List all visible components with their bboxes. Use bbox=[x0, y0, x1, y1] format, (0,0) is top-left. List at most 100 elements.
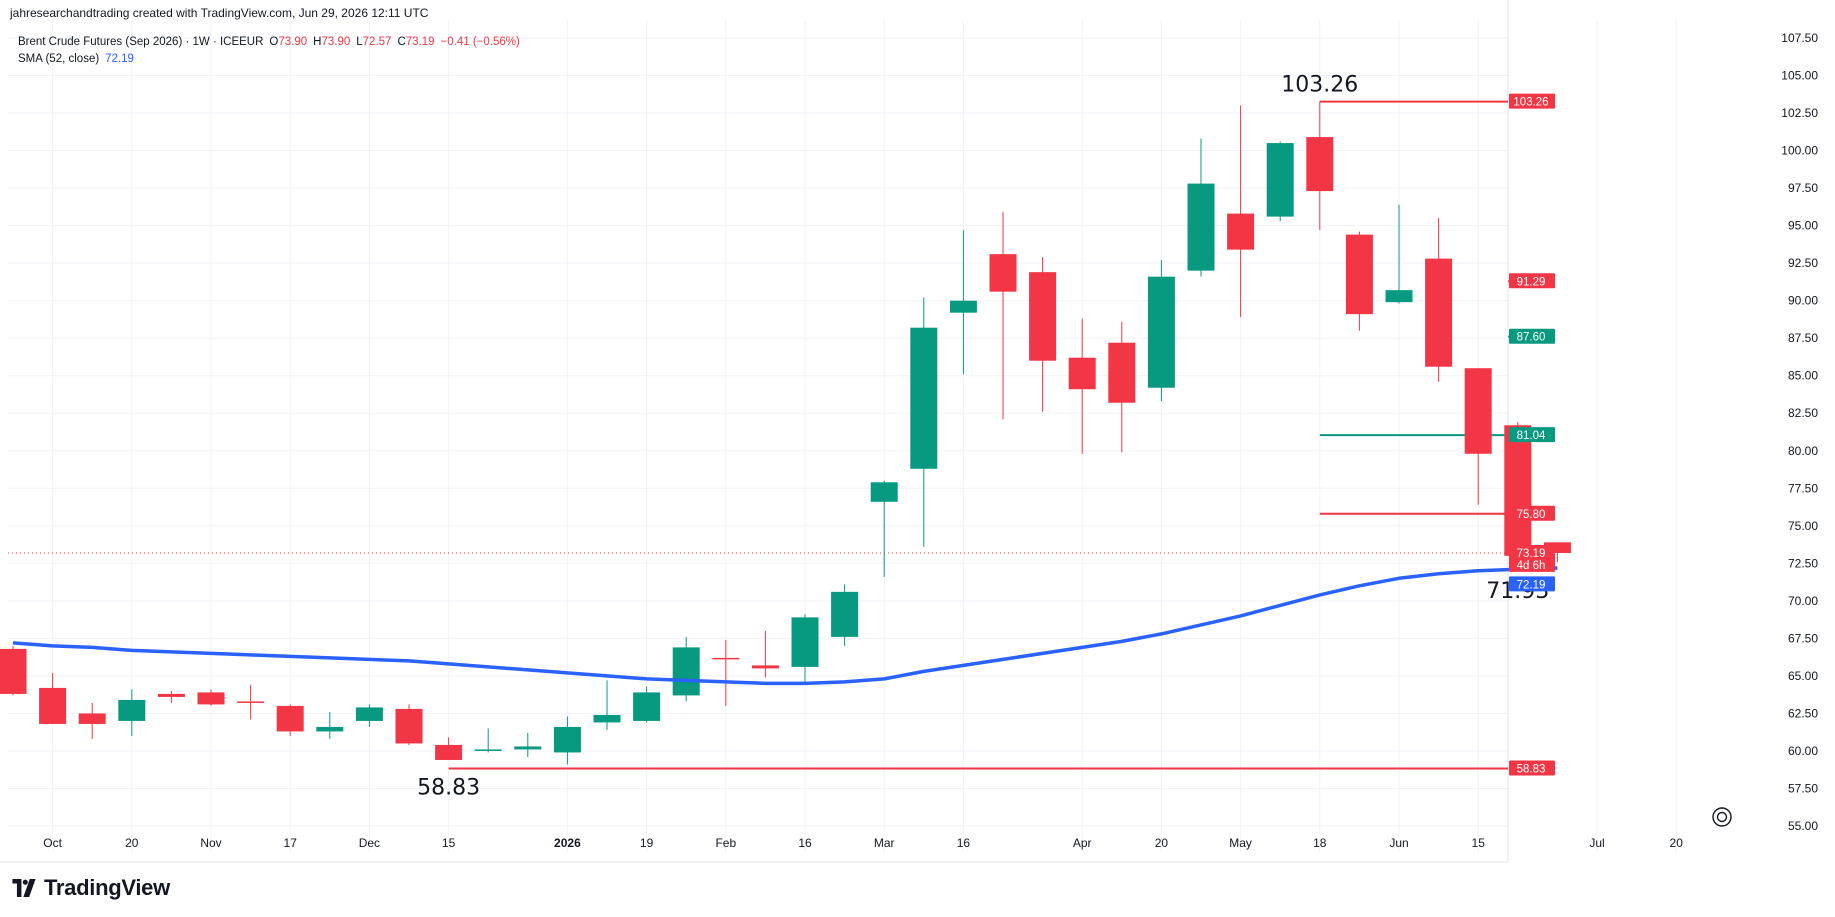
candle-body bbox=[910, 327, 938, 469]
level-tag-81.04-text: 81.04 bbox=[1517, 430, 1546, 442]
tradingview-brand[interactable]: TradingView bbox=[10, 875, 170, 901]
candle bbox=[1108, 321, 1136, 453]
high-label: H bbox=[313, 36, 322, 48]
price-axis: 55.00 57.50 60.00 62.50 65.00 67.50 70.00 72.50… bbox=[1781, 31, 1818, 833]
candle-body bbox=[237, 701, 265, 703]
y-tick-label: 67.50 bbox=[1788, 631, 1818, 645]
candle bbox=[989, 212, 1017, 420]
candle bbox=[276, 704, 304, 736]
time-axis: Oct 20 Nov 17 Dec 15 2026 19 Feb 16 Mar 16 Apr 20 May 1… bbox=[43, 836, 1683, 850]
y-tick-label: 105.00 bbox=[1781, 69, 1818, 83]
candle-body bbox=[395, 708, 423, 744]
candle-body bbox=[1029, 272, 1057, 361]
candle bbox=[1187, 138, 1215, 277]
candle bbox=[39, 672, 67, 724]
y-tick-label: 87.50 bbox=[1788, 331, 1818, 345]
price-tag-73.19-bg bbox=[1509, 544, 1555, 560]
x-tick-label: 18 bbox=[1313, 836, 1327, 850]
close-label: C bbox=[397, 36, 406, 48]
candle bbox=[870, 480, 898, 577]
sma-label: SMA (52, close) bbox=[18, 53, 100, 65]
x-tick-label: 16 bbox=[798, 836, 812, 850]
y-tick-label: 97.50 bbox=[1788, 181, 1818, 195]
symbol-legend-row[interactable]: Brent Crude Futures (Sep 2026) · 1W · IC… bbox=[18, 34, 520, 51]
price-tag-72.19-bg bbox=[1509, 576, 1555, 592]
candle-body bbox=[1306, 137, 1334, 192]
symbol-name: Brent Crude Futures (Sep 2026) · 1W · IC… bbox=[18, 36, 264, 48]
level-tag-58.83-bg bbox=[1509, 760, 1555, 776]
y-tick-label: 77.50 bbox=[1788, 481, 1818, 495]
candle bbox=[355, 704, 383, 727]
sma-line bbox=[12, 566, 1558, 686]
level-tag-75.80-text: 75.80 bbox=[1517, 509, 1546, 521]
candle bbox=[712, 639, 740, 706]
candle-body bbox=[474, 749, 502, 751]
candle-body bbox=[949, 300, 977, 313]
candle bbox=[633, 686, 661, 723]
level-tag-103.26: 103.26 bbox=[1509, 93, 1555, 109]
y-tick-label: 75.00 bbox=[1788, 519, 1818, 533]
close-value: 73.19 bbox=[405, 36, 435, 48]
x-tick-label: Dec bbox=[359, 836, 380, 850]
price-tag-72.19: 72.19 bbox=[1509, 576, 1555, 592]
x-tick-label: Feb bbox=[715, 836, 736, 850]
candle-body bbox=[1504, 425, 1532, 556]
candle bbox=[316, 711, 344, 739]
candle-body bbox=[355, 707, 383, 721]
candle bbox=[1425, 218, 1453, 382]
candle bbox=[1227, 105, 1255, 318]
high-value: 73.90 bbox=[321, 36, 351, 48]
y-tick-label: 57.50 bbox=[1788, 781, 1818, 795]
sma-legend-row[interactable]: SMA (52, close) 72.19 bbox=[18, 51, 520, 68]
candle bbox=[553, 716, 581, 765]
x-tick-label: Jul bbox=[1589, 836, 1604, 850]
candle-body bbox=[1385, 290, 1413, 303]
x-tick-label: 15 bbox=[442, 836, 456, 850]
candle bbox=[395, 704, 423, 745]
candle bbox=[831, 584, 859, 646]
candle-body bbox=[1227, 213, 1255, 250]
chart-legend: Brent Crude Futures (Sep 2026) · 1W · IC… bbox=[18, 34, 520, 68]
y-tick-label: 100.00 bbox=[1781, 144, 1818, 158]
candle bbox=[78, 702, 106, 739]
candle bbox=[157, 690, 185, 703]
candle bbox=[1385, 204, 1413, 304]
candle-body bbox=[593, 714, 621, 723]
candle-body bbox=[197, 692, 225, 705]
y-tick-label: 85.00 bbox=[1788, 369, 1818, 383]
candle-body bbox=[553, 726, 581, 753]
level-tag-87.60: 87.60 bbox=[1509, 328, 1555, 344]
attribution-text: jahresearchandtrading created with Tradi… bbox=[10, 6, 429, 20]
x-tick-label: 20 bbox=[1155, 836, 1169, 850]
y-tick-label: 82.50 bbox=[1788, 406, 1818, 420]
level-tag-87.60-bg bbox=[1509, 328, 1555, 344]
candle-body bbox=[1068, 357, 1096, 390]
candle-body bbox=[672, 647, 700, 696]
scroll-icon-ring bbox=[1712, 807, 1732, 827]
candle-body bbox=[870, 482, 898, 502]
candle bbox=[118, 689, 146, 736]
candle bbox=[791, 614, 819, 682]
y-tick-label: 92.50 bbox=[1788, 256, 1818, 270]
x-tick-label: Apr bbox=[1073, 836, 1092, 850]
candle bbox=[1345, 231, 1373, 331]
candle bbox=[1068, 318, 1096, 454]
candle-body bbox=[316, 726, 344, 732]
x-tick-label: Nov bbox=[200, 836, 221, 850]
candle bbox=[237, 684, 265, 720]
candle-body bbox=[791, 617, 819, 667]
x-tick-label: May bbox=[1229, 836, 1252, 850]
candle-body bbox=[1187, 183, 1215, 271]
level-tag-91.29-text: 91.29 bbox=[1517, 276, 1546, 288]
candle-body bbox=[1543, 542, 1571, 553]
candle-body bbox=[831, 591, 859, 637]
scroll-to-realtime-icon[interactable] bbox=[1712, 807, 1732, 827]
sma-value: 72.19 bbox=[105, 53, 134, 65]
candle bbox=[0, 645, 27, 696]
candle bbox=[1147, 260, 1175, 402]
candle-body bbox=[1464, 368, 1492, 454]
low-label: L bbox=[356, 36, 363, 48]
change-value: −0.41 (−0.56%) bbox=[440, 36, 520, 48]
open-value: 73.90 bbox=[278, 36, 308, 48]
